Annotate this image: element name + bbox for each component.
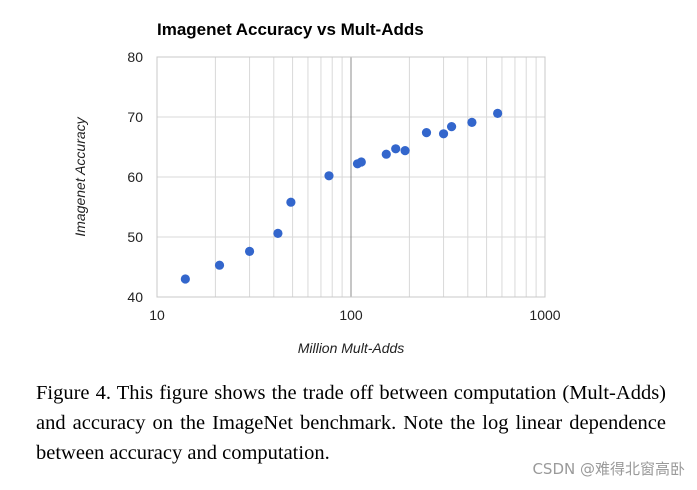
data-point [273,228,283,238]
data-points [180,108,503,284]
data-point [493,108,503,118]
y-tick-label: 40 [127,289,143,305]
data-point [214,260,225,270]
x-axis-label: Million Mult-Adds [298,340,405,356]
data-point [180,274,190,284]
data-point [381,149,391,159]
x-tick-label: 100 [339,307,363,323]
data-point [400,146,410,156]
figure-caption: Figure 4. This figure shows the trade of… [36,382,666,464]
data-point [324,171,334,181]
y-tick-label: 80 [127,49,143,65]
x-tick-label: 10 [149,307,165,323]
data-point [467,117,477,127]
data-point [286,197,296,207]
data-point [356,157,366,167]
y-tick-label: 50 [127,229,143,245]
data-point [244,246,255,256]
grid-lines [156,56,546,298]
watermark: CSDN @难得北窗高卧 [532,460,685,478]
x-tick-label: 1000 [529,307,560,323]
plot-frame [156,56,546,298]
data-point [391,144,401,154]
y-tick-labels: 40 50 60 70 80 [127,49,143,305]
y-tick-label: 70 [127,109,143,125]
data-point [438,129,449,139]
y-axis-label: Imagenet Accuracy [72,116,88,236]
chart-title: Imagenet Accuracy vs Mult-Adds [157,20,424,39]
scatter-chart: Imagenet Accuracy vs Mult-Adds 40 50 60 70 8… [72,20,561,356]
x-tick-labels: 10 100 1000 [149,307,561,323]
data-point [421,128,432,138]
data-point [446,122,457,132]
y-tick-label: 60 [127,169,143,185]
